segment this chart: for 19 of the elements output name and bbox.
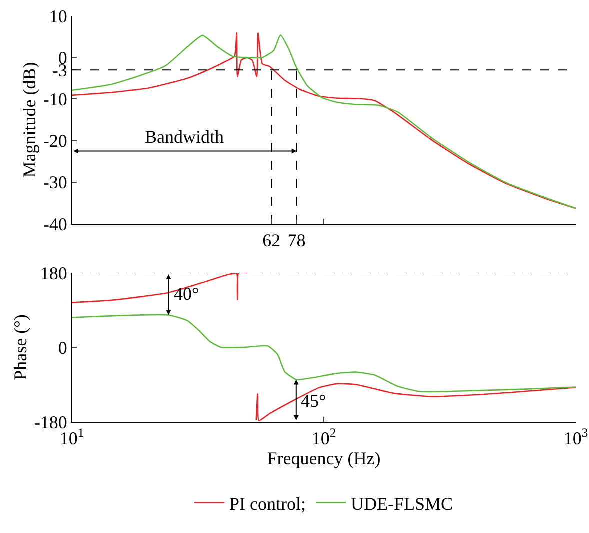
annotation: Bandwidth xyxy=(145,127,224,147)
y-tick-label: -10 xyxy=(43,90,68,110)
x-axis-title: Frequency (Hz) xyxy=(267,448,381,469)
legend-label: PI control; xyxy=(230,494,306,514)
y-tick-label: 180 xyxy=(40,263,68,284)
y-tick-label: -30 xyxy=(43,172,68,193)
annotation: 40° xyxy=(174,284,200,304)
y-axis-title: Phase (°) xyxy=(10,314,31,380)
y-tick-label: 0 xyxy=(58,338,68,358)
x-tick-label: 62 xyxy=(262,230,281,251)
annotation: 45° xyxy=(301,391,326,411)
x-tick-label: 78 xyxy=(288,230,306,251)
legend-label: UDE-FLSMC xyxy=(351,494,454,514)
y-axis-title: Magnitude (dB) xyxy=(20,62,40,178)
x-tick-label: 10$^{3}$ xyxy=(564,426,588,449)
y-tick-label: -40 xyxy=(43,214,68,234)
y-tick-label: 10 xyxy=(49,6,68,26)
x-tick-label: 10$^{2}$ xyxy=(312,426,336,449)
y-tick-label: -20 xyxy=(43,131,68,152)
